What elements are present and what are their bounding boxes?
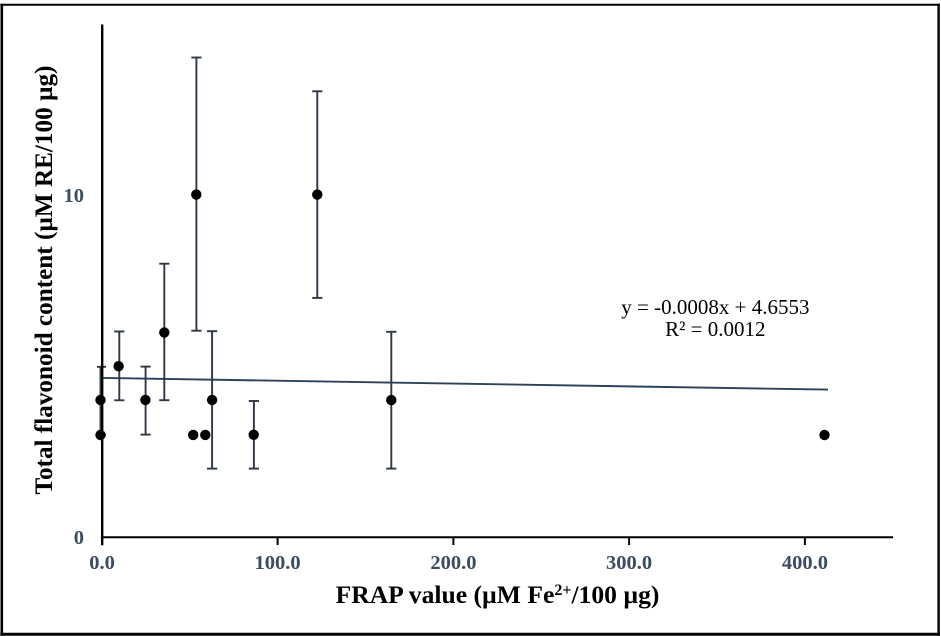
svg-text:400.0: 400.0 (782, 552, 828, 574)
svg-text:Total flavonoid content (µM RE: Total flavonoid content (µM RE/100 µg) (31, 66, 58, 495)
svg-text:0: 0 (74, 527, 84, 549)
svg-text:200.0: 200.0 (430, 552, 476, 574)
svg-text:300.0: 300.0 (606, 552, 652, 574)
svg-text:0.0: 0.0 (89, 552, 115, 574)
svg-text:y = -0.0008x + 4.6553: y = -0.0008x + 4.6553 (621, 295, 809, 319)
svg-text:FRAP value (µM Fe2+/100 µg): FRAP value (µM Fe2+/100 µg) (336, 580, 660, 609)
svg-text:100.0: 100.0 (255, 552, 301, 574)
svg-text:10: 10 (64, 185, 85, 207)
svg-text:R² = 0.0012: R² = 0.0012 (665, 317, 765, 341)
